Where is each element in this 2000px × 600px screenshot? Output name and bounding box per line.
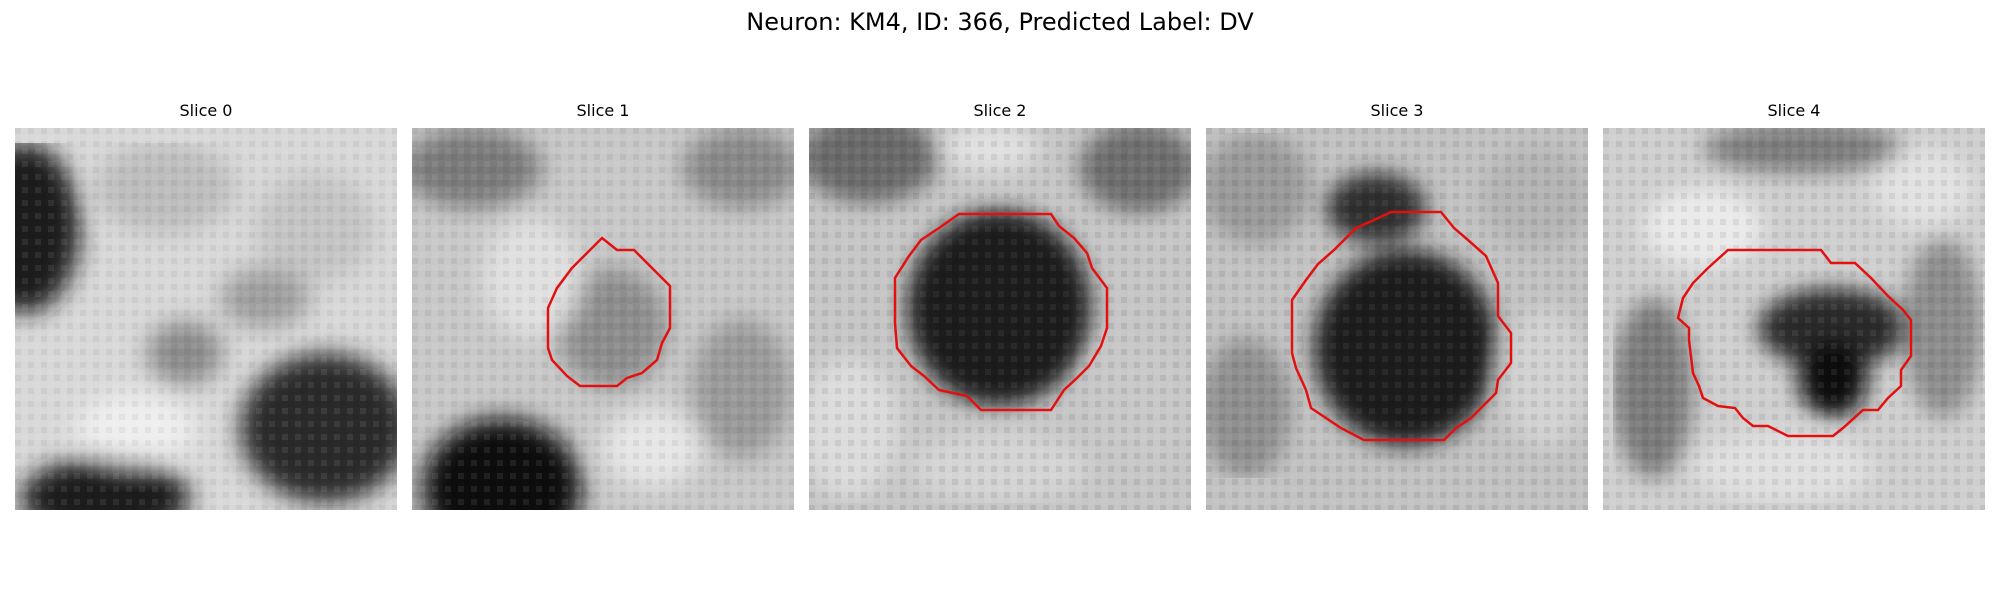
slice-title-4: Slice 4 — [1767, 101, 1821, 120]
slice-image-1 — [412, 128, 794, 510]
neuron-contour-3 — [1290, 210, 1513, 442]
grayscale-microscopy-slice-0 — [15, 128, 397, 510]
grayscale-microscopy-slice-4 — [1603, 128, 1985, 510]
figure-title: Neuron: KM4, ID: 366, Predicted Label: D… — [746, 8, 1254, 36]
slice-panel-2: Slice 2 — [809, 100, 1191, 510]
neuron-contour-2 — [893, 212, 1109, 412]
grayscale-microscopy-slice-3 — [1206, 128, 1588, 510]
slice-panel-3: Slice 3 — [1206, 100, 1588, 510]
neuron-contour-4 — [1676, 248, 1913, 438]
slice-image-0 — [15, 128, 397, 510]
slice-title-3: Slice 3 — [1370, 101, 1424, 120]
grayscale-microscopy-slice-1 — [412, 128, 794, 510]
grayscale-microscopy-slice-2 — [809, 128, 1191, 510]
neuron-contour-1 — [546, 236, 672, 388]
slice-image-3 — [1206, 128, 1588, 510]
slice-title-1: Slice 1 — [576, 101, 630, 120]
slice-title-0: Slice 0 — [179, 101, 233, 120]
slice-title-2: Slice 2 — [973, 101, 1027, 120]
slice-panel-4: Slice 4 — [1603, 100, 1985, 510]
slice-panel-0: Slice 0 — [15, 100, 397, 510]
slice-panel-1: Slice 1 — [412, 100, 794, 510]
slice-image-2 — [809, 128, 1191, 510]
slice-image-4 — [1603, 128, 1985, 510]
